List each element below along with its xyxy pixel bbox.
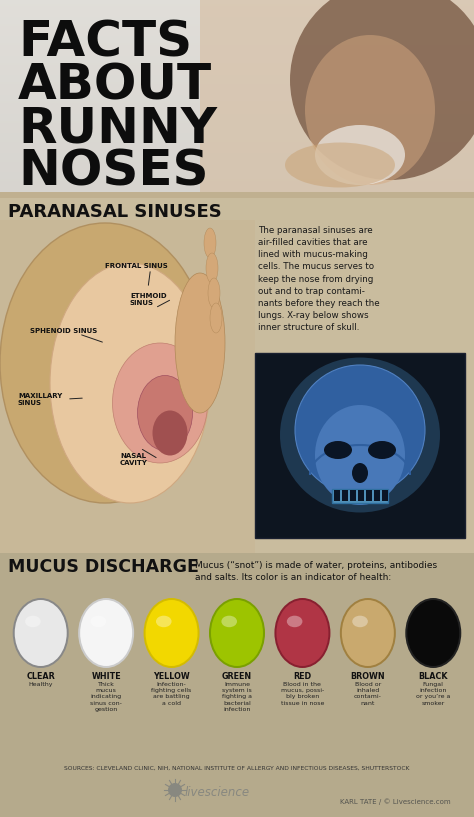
Text: MUCUS DISCHARGE: MUCUS DISCHARGE	[8, 558, 199, 576]
Ellipse shape	[276, 600, 328, 666]
FancyBboxPatch shape	[374, 490, 380, 501]
Text: The paranasal sinuses are
air-filled cavities that are
lined with mucus-making
c: The paranasal sinuses are air-filled cav…	[258, 226, 380, 333]
Text: Infection-
fighting cells
are battling
a cold: Infection- fighting cells are battling a…	[152, 682, 191, 706]
Text: Blood or
inhaled
contami-
nant: Blood or inhaled contami- nant	[354, 682, 382, 706]
Text: FACTS: FACTS	[18, 18, 192, 66]
Text: SOURCES: CLEVELAND CLINIC, NIH, NATIONAL INSTITUTE OF ALLERGY AND INFECTIOUS DIS: SOURCES: CLEVELAND CLINIC, NIH, NATIONAL…	[64, 766, 410, 771]
Ellipse shape	[221, 616, 237, 627]
Ellipse shape	[352, 616, 368, 627]
Text: RUNNY: RUNNY	[18, 104, 217, 152]
Ellipse shape	[80, 600, 132, 666]
Ellipse shape	[405, 598, 461, 668]
Ellipse shape	[315, 125, 405, 185]
Ellipse shape	[91, 616, 106, 627]
Ellipse shape	[315, 405, 405, 505]
Text: SPHENOID SINUS: SPHENOID SINUS	[30, 328, 97, 334]
Text: MAXILLARY
SINUS: MAXILLARY SINUS	[18, 393, 62, 406]
Text: BROWN: BROWN	[351, 672, 385, 681]
Ellipse shape	[368, 441, 396, 459]
FancyBboxPatch shape	[358, 490, 364, 501]
Text: CLEAR: CLEAR	[27, 672, 55, 681]
Text: BLACK: BLACK	[419, 672, 448, 681]
Ellipse shape	[175, 273, 225, 413]
Text: Healthy: Healthy	[28, 682, 53, 687]
Ellipse shape	[274, 598, 330, 668]
Ellipse shape	[352, 463, 368, 483]
Ellipse shape	[340, 598, 396, 668]
Ellipse shape	[285, 142, 395, 187]
Ellipse shape	[15, 600, 67, 666]
Text: NASAL
CAVITY: NASAL CAVITY	[120, 453, 148, 466]
Ellipse shape	[144, 598, 200, 668]
Ellipse shape	[287, 616, 302, 627]
FancyBboxPatch shape	[332, 489, 388, 503]
FancyBboxPatch shape	[200, 0, 474, 198]
Text: NOSES: NOSES	[18, 147, 209, 195]
Ellipse shape	[210, 303, 222, 333]
Text: YELLOW: YELLOW	[153, 672, 190, 681]
Text: Blood in the
mucus, possi-
bly broken
tissue in nose: Blood in the mucus, possi- bly broken ti…	[281, 682, 324, 706]
Text: livescience: livescience	[185, 786, 250, 799]
Text: ABOUT: ABOUT	[18, 61, 212, 109]
FancyBboxPatch shape	[350, 490, 356, 501]
Text: RED: RED	[293, 672, 311, 681]
FancyBboxPatch shape	[255, 353, 465, 538]
Ellipse shape	[112, 343, 208, 463]
Ellipse shape	[153, 410, 188, 456]
Ellipse shape	[78, 598, 134, 668]
Text: Mucus (“snot”) is made of water, proteins, antibodies
and salts. Its color is an: Mucus (“snot”) is made of water, protein…	[195, 561, 437, 582]
Text: Immune
system is
fighting a
bacterial
infection: Immune system is fighting a bacterial in…	[222, 682, 252, 712]
Ellipse shape	[211, 600, 263, 666]
Ellipse shape	[208, 278, 220, 308]
Ellipse shape	[137, 376, 192, 450]
Text: GREEN: GREEN	[222, 672, 252, 681]
Text: PARANASAL SINUSES: PARANASAL SINUSES	[8, 203, 222, 221]
FancyBboxPatch shape	[0, 758, 474, 817]
FancyBboxPatch shape	[366, 490, 372, 501]
Ellipse shape	[13, 598, 69, 668]
Ellipse shape	[324, 441, 352, 459]
Ellipse shape	[209, 598, 265, 668]
FancyBboxPatch shape	[334, 490, 340, 501]
FancyBboxPatch shape	[0, 192, 474, 198]
Ellipse shape	[168, 783, 182, 797]
Text: Fungal
infection
or you’re a
smoker: Fungal infection or you’re a smoker	[416, 682, 450, 706]
Ellipse shape	[204, 228, 216, 258]
Ellipse shape	[407, 600, 459, 666]
Ellipse shape	[25, 616, 41, 627]
Ellipse shape	[342, 600, 394, 666]
FancyBboxPatch shape	[342, 490, 348, 501]
Ellipse shape	[50, 263, 210, 503]
Ellipse shape	[295, 365, 425, 495]
Text: ETHMOID
SINUS: ETHMOID SINUS	[130, 293, 167, 306]
Ellipse shape	[305, 35, 435, 185]
Text: WHITE: WHITE	[91, 672, 121, 681]
Text: Thick
mucus
indicating
sinus con-
gestion: Thick mucus indicating sinus con- gestio…	[90, 682, 122, 712]
Ellipse shape	[290, 0, 474, 180]
Ellipse shape	[156, 616, 172, 627]
Ellipse shape	[146, 600, 198, 666]
FancyBboxPatch shape	[382, 490, 388, 501]
FancyBboxPatch shape	[0, 220, 255, 553]
FancyBboxPatch shape	[0, 198, 474, 553]
Text: KARL TATE / © Livescience.com: KARL TATE / © Livescience.com	[340, 798, 451, 805]
Ellipse shape	[280, 358, 440, 512]
Ellipse shape	[0, 223, 210, 503]
Text: FRONTAL SINUS: FRONTAL SINUS	[105, 263, 168, 269]
FancyBboxPatch shape	[0, 553, 474, 758]
Ellipse shape	[206, 253, 218, 283]
